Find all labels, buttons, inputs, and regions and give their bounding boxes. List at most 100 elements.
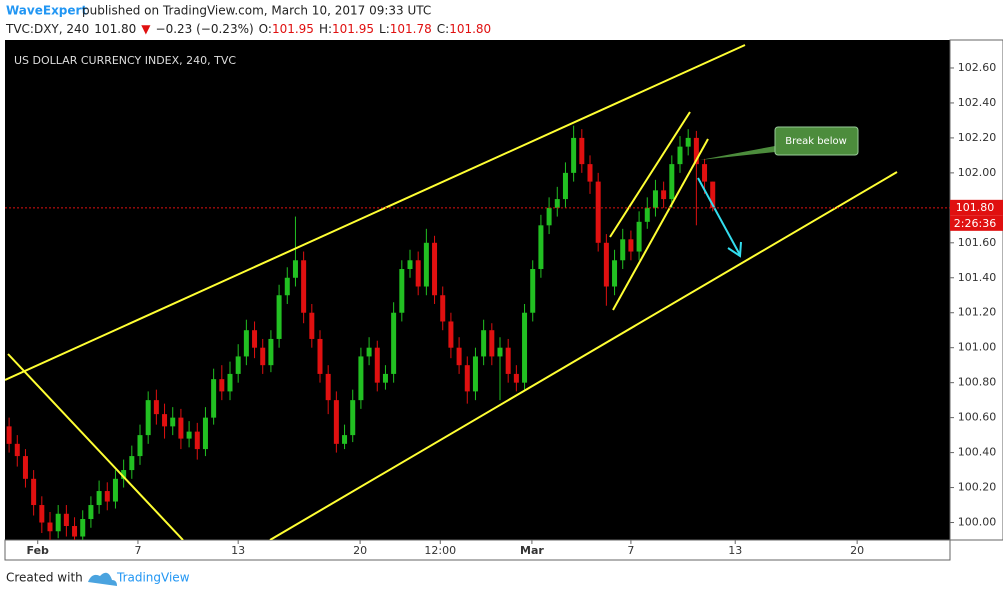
footer-text: Created with [6, 571, 83, 585]
candles [6, 125, 716, 540]
candle-body [382, 373, 388, 383]
candle-body [595, 181, 601, 243]
candle-body [178, 417, 184, 439]
symbol-part: L: [379, 22, 390, 36]
annotation: Break below [785, 136, 847, 147]
y-tick-label: 100.20 [958, 481, 997, 494]
candle-body [145, 400, 151, 436]
y-tick-label: 100.40 [958, 446, 997, 459]
candle-body [121, 470, 127, 479]
author[interactable]: WaveExpert [6, 4, 87, 18]
candle-body [612, 260, 618, 287]
candle-body [72, 526, 78, 537]
y-tick-label: 102.20 [958, 131, 997, 144]
y-tick-label: 101.20 [958, 306, 997, 319]
candle-body [219, 379, 225, 392]
candle-body [317, 338, 323, 374]
candle-body [513, 373, 519, 383]
last-price-box [950, 199, 1003, 216]
candle-body [333, 400, 339, 444]
candle-body [325, 373, 331, 401]
symbol-part: 101.80 [449, 22, 491, 36]
y-tick-label: 101.40 [958, 271, 997, 284]
x-tick-label: 7 [134, 544, 141, 557]
symbol-part: 101.95 [332, 22, 374, 36]
symbol-part: ▼ [141, 22, 151, 36]
candle-body [342, 435, 348, 444]
candle-body [415, 260, 421, 287]
footer-brand[interactable]: TradingView [116, 571, 190, 585]
y-tick-label: 102.00 [958, 166, 997, 179]
candle-body [31, 478, 37, 506]
x-tick-label: 12:00 [424, 544, 456, 557]
arrow [697, 177, 741, 256]
channel-upper [5, 44, 746, 381]
candle-body [276, 295, 282, 339]
candle-body [47, 522, 53, 532]
channel-lower [269, 171, 898, 540]
y-tick-label: 101.00 [958, 341, 997, 354]
candle-body [211, 379, 217, 418]
symbol-part: 101.80 [94, 22, 136, 36]
candle-body [652, 190, 658, 208]
candle-body [374, 347, 380, 383]
candle-body [268, 338, 274, 366]
candle-body [6, 426, 12, 444]
candle-body [292, 260, 298, 278]
candle-body [194, 431, 200, 450]
candle-body [153, 400, 159, 415]
candle-body [137, 435, 143, 457]
symbol-part: 101.78 [390, 22, 432, 36]
candle-body [620, 239, 626, 261]
candle-body [505, 347, 511, 374]
candle-body [538, 225, 544, 270]
candle-body [677, 146, 683, 165]
x-tick-label: 20 [850, 544, 864, 557]
candle-body [80, 519, 86, 537]
wedge-upper [609, 111, 691, 238]
candle-body [22, 456, 28, 479]
arrow-head [727, 241, 742, 258]
symbol-part: TVC:DXY, 240 [5, 22, 89, 36]
trend-line [7, 353, 184, 540]
candle-body [669, 164, 675, 200]
candle-body [252, 330, 258, 348]
published: published on TradingView.com, March 10, … [82, 4, 431, 18]
candle-body [481, 330, 487, 357]
candle-body [579, 137, 585, 165]
countdown-box [950, 215, 1003, 231]
candle-body [546, 207, 552, 226]
x-tick-label: Mar [520, 544, 544, 557]
x-tick-label: 7 [627, 544, 634, 557]
callout-pointer [700, 146, 775, 160]
candle-body [644, 207, 650, 222]
countdown: 2:26:36 [954, 217, 996, 230]
y-tick-label: 100.60 [958, 411, 997, 424]
candle-body [432, 242, 438, 296]
candle-body [571, 137, 577, 173]
y-tick-label: 100.00 [958, 516, 997, 529]
candle-body [301, 260, 307, 313]
candle-body [693, 137, 699, 165]
y-tick-label: 102.40 [958, 96, 997, 109]
y-tick-label: 101.60 [958, 236, 997, 249]
candle-body [260, 347, 266, 366]
candle-body [587, 164, 593, 182]
time-axis [4, 539, 951, 561]
candle-body [170, 417, 176, 427]
candle-body [391, 312, 397, 374]
candle-body [186, 431, 192, 439]
candle-body [112, 478, 118, 502]
candle-body [603, 242, 609, 287]
candle-body [661, 190, 667, 200]
candle-body [104, 491, 110, 502]
symbol-part: H: [319, 22, 332, 36]
candle-body [456, 347, 462, 366]
candle-body [407, 260, 413, 270]
x-tick-label: 13 [231, 544, 245, 557]
plot-area [5, 40, 950, 540]
symbol-text: TVC:DXY, 240 101.80 ▼ −0.23 (−0.23%) O:101.9… [5, 22, 491, 36]
candle-body [399, 269, 405, 313]
candle-body [227, 373, 233, 392]
